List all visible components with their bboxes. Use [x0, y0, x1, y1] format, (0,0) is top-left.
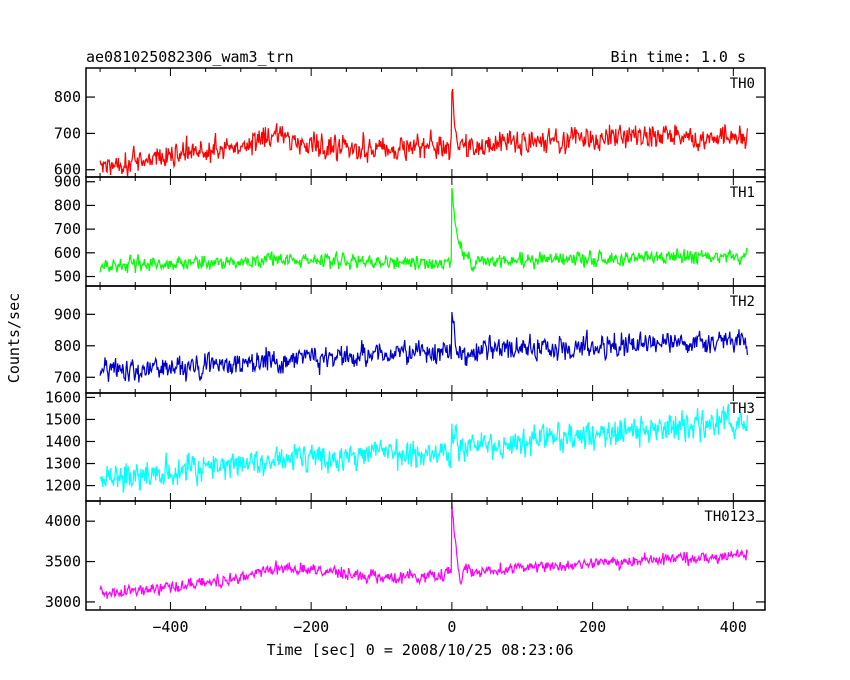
x-tick-label: 0 — [447, 618, 456, 636]
x-tick-label: −200 — [293, 618, 329, 636]
y-tick-label: 600 — [54, 244, 81, 262]
panel-frame — [85, 392, 766, 502]
x-axis-tick-labels: −400 −200 0 200 400 — [152, 618, 747, 636]
panel-th0123: 3000 3500 4000 TH0123 — [45, 500, 766, 611]
panel-frame — [85, 67, 766, 178]
panel-th3: 1200 1300 1400 1500 1600 TH3 — [45, 388, 766, 502]
panel-th2: 700 800 900 TH2 — [54, 285, 766, 394]
y-tick-label: 700 — [54, 124, 81, 142]
panel-label: TH3 — [730, 401, 755, 417]
y-tick-label: 700 — [54, 220, 81, 238]
y-tick-label: 800 — [54, 88, 81, 106]
series-th3 — [99, 403, 748, 493]
y-tick-label: 1500 — [45, 410, 81, 428]
panel-frame — [85, 176, 766, 287]
x-tick-label: 200 — [579, 618, 606, 636]
panel-label: TH0 — [730, 76, 755, 92]
panel-label: TH0123 — [704, 509, 755, 525]
y-tick-label: 1400 — [45, 432, 81, 450]
panel-label: TH2 — [730, 294, 755, 310]
panel-th1: 500 600 700 800 900 TH1 — [54, 173, 766, 287]
y-tick-label: 900 — [54, 173, 81, 191]
series-th1 — [99, 187, 748, 274]
y-tick-label: 3000 — [45, 593, 81, 611]
panel-th0: 600 700 800 TH0 — [54, 67, 766, 179]
chart-title: ae081025082306_wam3_trn — [86, 48, 294, 66]
y-tick-label: 900 — [54, 305, 81, 323]
x-tick-label: −400 — [152, 618, 188, 636]
y-tick-label: 4000 — [45, 512, 81, 530]
y-tick-label: 1600 — [45, 388, 81, 406]
y-tick-label: 1200 — [45, 477, 81, 495]
y-tick-label: 1300 — [45, 455, 81, 473]
series-th0123 — [99, 502, 748, 599]
y-tick-label: 800 — [54, 196, 81, 214]
panel-frame — [85, 500, 766, 611]
series-th2 — [99, 311, 748, 383]
y-tick-label: 500 — [54, 268, 81, 286]
y-tick-label: 600 — [54, 161, 81, 179]
panels-group: 600 700 800 TH0 500 600 700 800 900 TH1 700 800 900 T… — [45, 67, 766, 611]
panel-label: TH1 — [730, 185, 755, 201]
y-tick-label: 800 — [54, 337, 81, 355]
x-tick-label: 400 — [720, 618, 747, 636]
y-tick-label: 700 — [54, 368, 81, 386]
bin-time-label: Bin time: 1.0 s — [611, 48, 746, 66]
y-tick-label: 3500 — [45, 553, 81, 571]
series-th0 — [99, 88, 748, 177]
y-axis-title: Counts/sec — [5, 293, 23, 383]
x-axis-title: Time [sec] 0 = 2008/10/25 08:23:06 — [266, 641, 573, 659]
